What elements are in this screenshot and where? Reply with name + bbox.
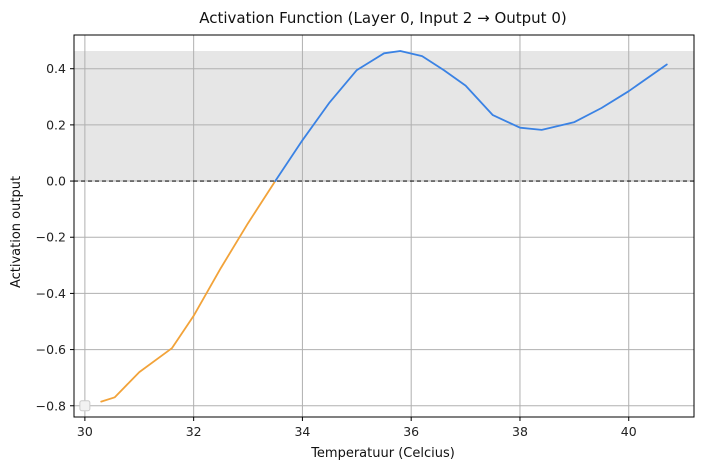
x-tick-label: 38 bbox=[512, 424, 528, 439]
y-tick-label: 0.2 bbox=[46, 117, 66, 132]
x-tick-label: 32 bbox=[186, 424, 202, 439]
y-tick-label: 0.0 bbox=[46, 174, 66, 189]
y-tick-label: 0.4 bbox=[46, 61, 66, 76]
x-tick-label: 34 bbox=[294, 424, 310, 439]
y-tick-label: −0.8 bbox=[36, 398, 66, 413]
y-tick-label: −0.6 bbox=[36, 342, 66, 357]
y-tick-label: −0.4 bbox=[36, 286, 66, 301]
x-tick-label: 30 bbox=[77, 424, 93, 439]
axes-frame bbox=[73, 34, 695, 418]
chart-title: Activation Function (Layer 0, Input 2 → … bbox=[199, 9, 566, 27]
y-tick-label: −0.2 bbox=[36, 230, 66, 245]
y-axis-title: Activation output bbox=[9, 176, 24, 288]
data-point-marker bbox=[79, 400, 91, 412]
plot-area: 30 32 34 36 38 40 −0.8 −0.6 −0.4 −0.2 0.0 0.2 0.4 bbox=[36, 34, 695, 439]
x-tick-label: 36 bbox=[403, 424, 419, 439]
positive-region-band bbox=[74, 51, 694, 182]
negative-activation-line bbox=[100, 180, 277, 403]
positive-activation-line bbox=[274, 50, 668, 183]
x-axis-title: Temperatuur (Celcius) bbox=[310, 446, 455, 461]
x-tick-label: 40 bbox=[621, 424, 637, 439]
